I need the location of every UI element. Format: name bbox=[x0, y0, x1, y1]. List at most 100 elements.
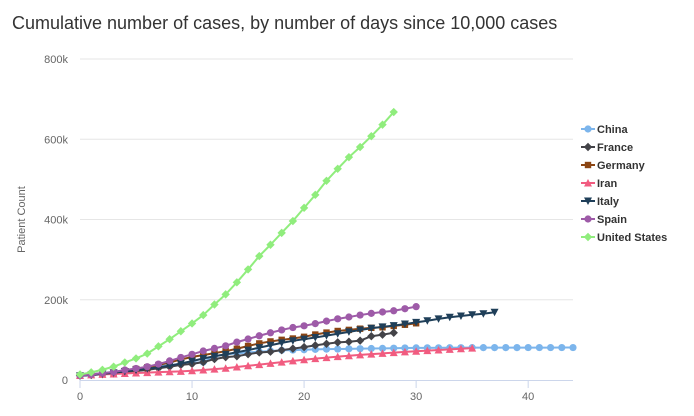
x-tick-label: 10 bbox=[186, 391, 198, 403]
data-point-china bbox=[390, 344, 398, 352]
legend-marker bbox=[583, 232, 593, 242]
data-point-united-states bbox=[165, 335, 174, 344]
data-point-italy bbox=[412, 318, 421, 327]
data-point-spain bbox=[188, 350, 196, 358]
data-point-iran bbox=[266, 359, 275, 367]
data-point-iran bbox=[165, 367, 174, 376]
data-point-united-states bbox=[109, 362, 118, 371]
data-point-iran bbox=[344, 351, 353, 360]
data-point-china bbox=[367, 344, 375, 353]
data-point-iran bbox=[356, 350, 365, 359]
data-point-spain bbox=[401, 305, 409, 313]
data-point-united-states bbox=[255, 251, 264, 261]
data-point-italy bbox=[199, 355, 208, 363]
data-point-france bbox=[344, 337, 354, 346]
data-point-italy bbox=[255, 344, 264, 352]
data-point-iran bbox=[188, 366, 197, 375]
data-point-france bbox=[299, 342, 309, 352]
data-point-united-states bbox=[344, 152, 354, 162]
legend-label: China bbox=[597, 124, 628, 136]
data-point-china bbox=[524, 343, 532, 352]
data-point-france bbox=[288, 344, 298, 353]
data-point-iran bbox=[288, 356, 297, 365]
data-point-spain bbox=[334, 315, 342, 323]
y-tick-label: 800k bbox=[44, 54, 68, 66]
x-tick-label: 40 bbox=[522, 391, 534, 403]
data-point-spain bbox=[132, 364, 140, 373]
legend-label: Germany bbox=[597, 160, 646, 172]
data-point-united-states bbox=[199, 310, 208, 320]
data-point-united-states bbox=[187, 319, 197, 328]
data-point-spain bbox=[266, 329, 275, 337]
legend-item-iran[interactable]: Iran bbox=[581, 178, 617, 190]
data-point-china bbox=[502, 343, 510, 352]
data-point-iran bbox=[221, 364, 230, 372]
data-point-spain bbox=[199, 347, 207, 355]
legend-marker bbox=[583, 142, 593, 152]
data-point-france bbox=[232, 352, 242, 361]
data-point-italy bbox=[311, 334, 320, 342]
data-point-italy bbox=[400, 320, 409, 329]
data-point-spain bbox=[110, 368, 118, 376]
data-point-italy bbox=[322, 332, 331, 340]
legend-item-italy[interactable]: Italy bbox=[581, 196, 620, 208]
data-point-spain bbox=[210, 344, 219, 352]
y-tick-label: 200k bbox=[44, 295, 68, 307]
data-point-china bbox=[490, 344, 499, 352]
data-point-united-states bbox=[243, 265, 253, 274]
legend-marker bbox=[584, 197, 592, 205]
data-point-iran bbox=[232, 363, 241, 371]
data-point-united-states bbox=[154, 342, 163, 351]
legend-marker bbox=[584, 125, 592, 133]
data-point-spain bbox=[222, 342, 230, 350]
data-point-italy bbox=[176, 360, 185, 368]
data-point-united-states bbox=[210, 300, 219, 309]
data-point-france bbox=[255, 348, 264, 357]
data-point-china bbox=[546, 343, 555, 352]
data-point-italy bbox=[244, 346, 253, 355]
data-point-china bbox=[479, 344, 487, 352]
legend-label: Iran bbox=[597, 178, 617, 190]
data-point-france bbox=[333, 338, 342, 347]
data-point-united-states bbox=[355, 142, 365, 152]
data-point-italy bbox=[165, 362, 174, 370]
data-point-united-states bbox=[143, 349, 152, 358]
data-point-italy bbox=[232, 348, 241, 357]
data-point-china bbox=[513, 343, 521, 352]
series-line-italy bbox=[79, 311, 495, 377]
data-point-iran bbox=[176, 367, 185, 375]
data-point-united-states bbox=[277, 228, 286, 238]
legend-item-china[interactable]: China bbox=[581, 124, 628, 136]
data-point-italy bbox=[468, 311, 477, 319]
legend-item-spain[interactable]: Spain bbox=[581, 214, 627, 226]
gridlines bbox=[80, 58, 573, 301]
data-point-china bbox=[356, 345, 364, 353]
legend-item-germany[interactable]: Germany bbox=[581, 160, 646, 172]
data-point-italy bbox=[479, 310, 488, 318]
data-point-china bbox=[345, 345, 353, 353]
data-point-china bbox=[558, 343, 566, 352]
data-point-china bbox=[322, 345, 331, 353]
data-point-spain bbox=[300, 322, 308, 330]
data-point-spain bbox=[390, 307, 398, 315]
data-point-iran bbox=[456, 344, 465, 353]
data-point-spain bbox=[143, 363, 151, 371]
data-point-united-states bbox=[75, 370, 85, 379]
data-point-iran bbox=[423, 346, 432, 355]
data-point-france bbox=[277, 345, 286, 355]
legend-item-france[interactable]: France bbox=[581, 142, 633, 154]
data-point-iran bbox=[154, 368, 163, 376]
legend-label: France bbox=[597, 142, 633, 154]
x-tick-label: 30 bbox=[410, 391, 422, 403]
y-axis-title: Patient Count bbox=[16, 186, 28, 253]
data-point-germany bbox=[267, 338, 274, 345]
legend-item-united-states[interactable]: United States bbox=[581, 232, 667, 244]
data-point-spain bbox=[233, 338, 241, 346]
data-point-iran bbox=[400, 347, 409, 356]
data-point-iran bbox=[311, 354, 320, 363]
data-point-iran bbox=[277, 358, 286, 366]
data-point-italy bbox=[188, 357, 197, 366]
data-point-china bbox=[378, 344, 387, 352]
data-point-united-states bbox=[367, 131, 376, 141]
